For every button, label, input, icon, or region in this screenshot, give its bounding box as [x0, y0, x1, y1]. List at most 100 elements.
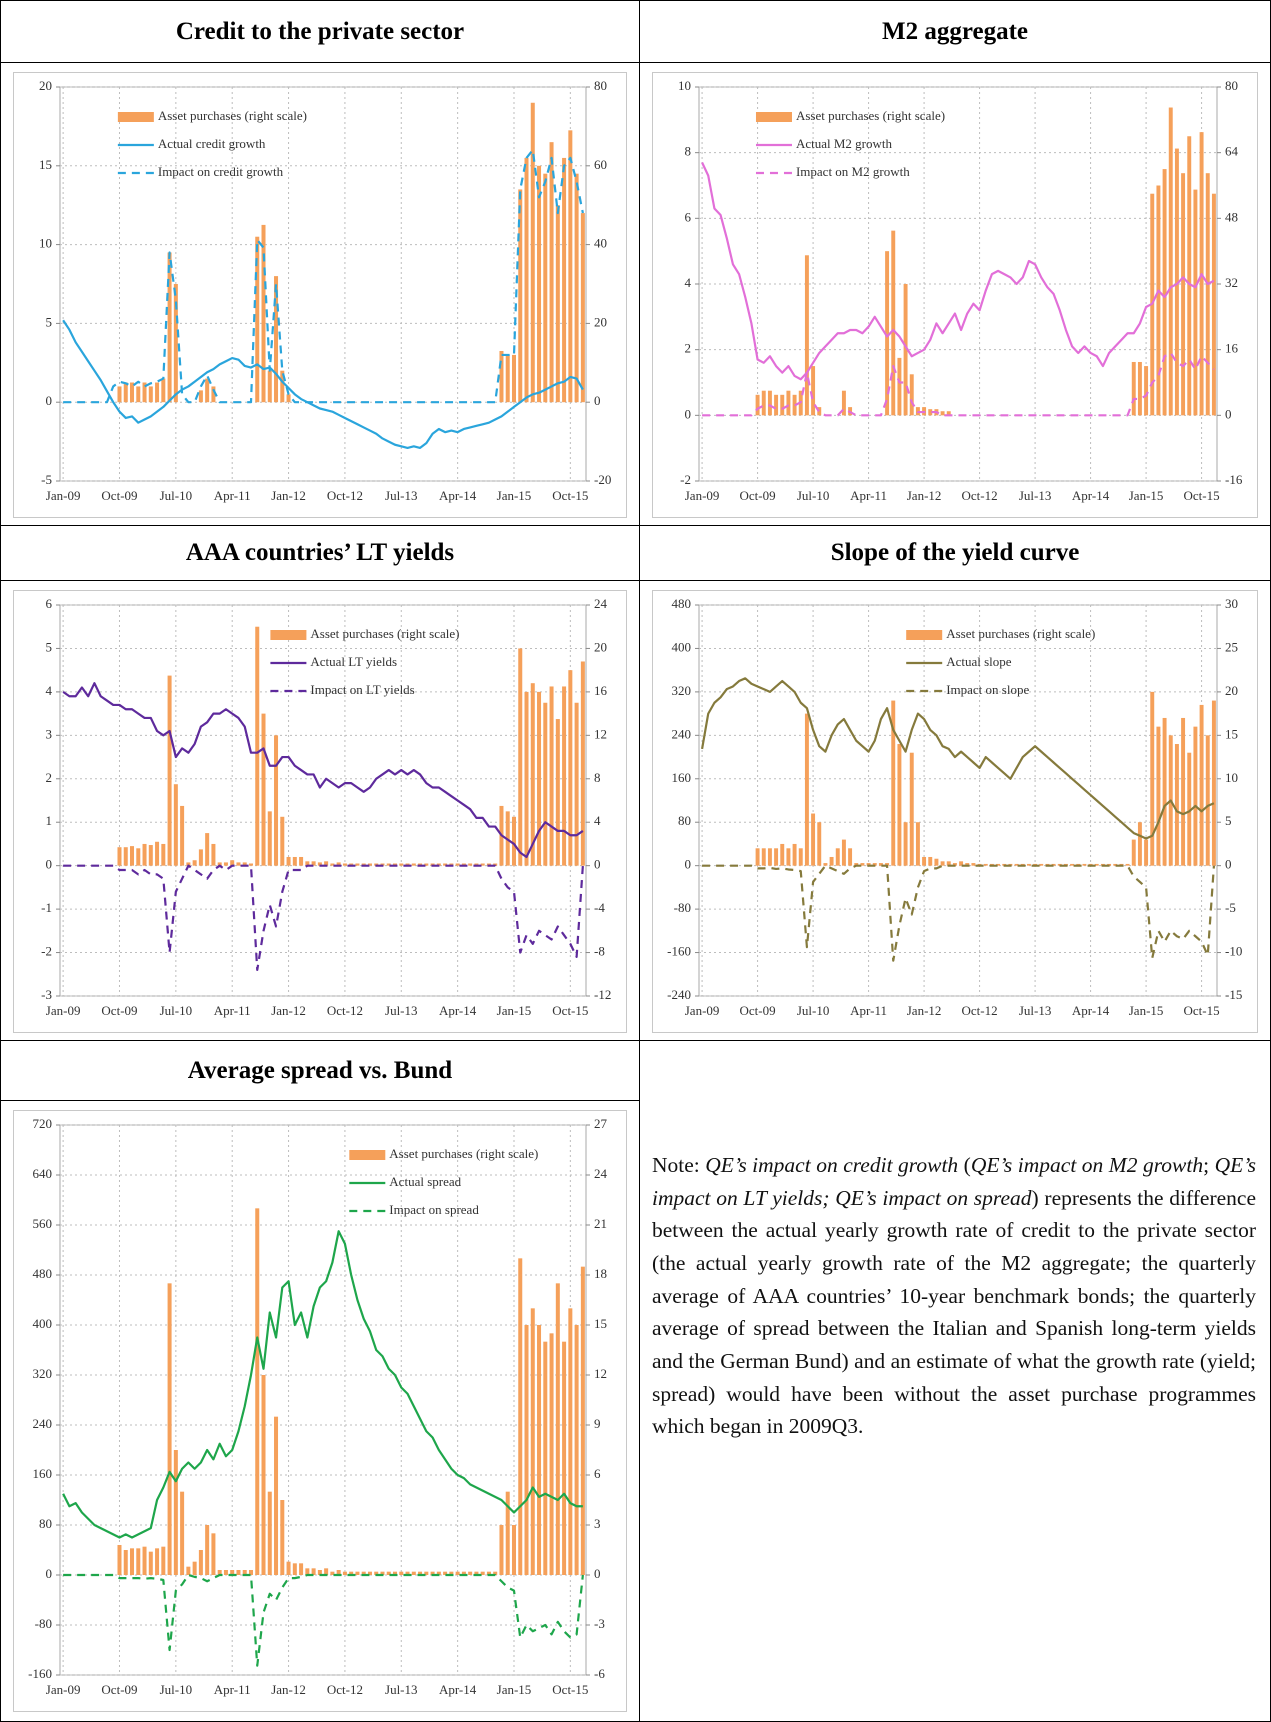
- bar: [1193, 189, 1198, 416]
- bar: [236, 1570, 241, 1575]
- note-text: Note:: [652, 1153, 706, 1177]
- bar: [361, 1571, 366, 1575]
- y-tick-label: 80: [39, 1516, 52, 1531]
- bar: [767, 390, 772, 416]
- bar: [167, 1283, 172, 1575]
- bar: [155, 841, 160, 866]
- bar: [205, 1525, 210, 1575]
- bar: [367, 863, 372, 866]
- x-tick-label: Jul-10: [160, 1682, 193, 1697]
- bar: [555, 1283, 560, 1575]
- note: Note: QE’s impact on credit growth (QE’s…: [640, 1041, 1270, 1443]
- y2-tick-label: -6: [594, 1666, 605, 1681]
- x-tick-label: Jan-09: [46, 488, 81, 503]
- y2-tick-label: 0: [594, 857, 601, 872]
- y2-tick-label: -4: [594, 900, 605, 915]
- y-tick-label: 6: [685, 209, 692, 224]
- y2-tick-label: 3: [594, 1516, 601, 1531]
- y-tick-label: -240: [667, 987, 691, 1002]
- y-tick-label: 640: [33, 1166, 53, 1181]
- bar: [292, 856, 297, 866]
- bar: [959, 861, 964, 866]
- y2-tick-label: 8: [594, 770, 601, 785]
- bar: [430, 1571, 435, 1575]
- bar: [537, 165, 542, 403]
- bar: [186, 862, 191, 866]
- bar: [829, 856, 834, 866]
- chart-cell: -240 -160 -80 0 80 160 240 320 400 480 -15 -10 -5 0 5 1…: [639, 580, 1271, 1041]
- bar: [274, 735, 279, 866]
- bar: [1137, 822, 1142, 866]
- bar: [798, 848, 803, 866]
- bar: [1181, 717, 1186, 866]
- bar: [1026, 863, 1031, 866]
- bar: [530, 102, 535, 403]
- y2-tick-label: -3: [594, 1616, 605, 1631]
- bar: [248, 1570, 253, 1575]
- bar: [774, 394, 779, 416]
- x-tick-label: Oct-09: [740, 1003, 776, 1018]
- note-text: ;: [1203, 1153, 1215, 1177]
- bar: [823, 863, 828, 866]
- bar: [324, 1568, 329, 1575]
- bar: [817, 822, 822, 866]
- bar: [142, 843, 147, 866]
- bar: [811, 813, 816, 866]
- bar: [130, 1548, 135, 1575]
- y2-tick-label: 16: [594, 683, 608, 698]
- bar: [885, 251, 890, 416]
- bar: [555, 205, 560, 403]
- bar: [261, 713, 266, 866]
- y2-tick-label: 40: [594, 236, 607, 251]
- x-tick-label: Jan-09: [46, 1003, 81, 1018]
- bar: [286, 394, 291, 403]
- bar: [255, 626, 260, 866]
- x-tick-label: Jul-10: [797, 1003, 830, 1018]
- legend-swatch: [906, 630, 943, 640]
- y2-tick-label: 15: [594, 1316, 607, 1331]
- bar: [792, 843, 797, 866]
- y-tick-label: 10: [39, 236, 52, 251]
- bar: [1211, 193, 1216, 416]
- bar: [274, 1416, 279, 1575]
- bar: [142, 1546, 147, 1575]
- y-tick-label: 15: [39, 157, 52, 172]
- bar: [211, 843, 216, 866]
- bar: [248, 863, 253, 866]
- line-series: [702, 351, 1215, 417]
- bar: [804, 255, 809, 416]
- y-tick-label: 6: [46, 596, 53, 611]
- bar: [173, 284, 178, 403]
- bar: [1174, 148, 1179, 416]
- bar: [380, 1571, 385, 1575]
- bar: [574, 702, 579, 866]
- bar: [280, 370, 285, 403]
- x-tick-label: Jan-12: [907, 1003, 942, 1018]
- bar: [811, 366, 816, 416]
- bar: [1174, 744, 1179, 866]
- bar: [1168, 107, 1173, 416]
- panel-title: M2 aggregate: [639, 0, 1271, 63]
- bar: [562, 686, 567, 866]
- bar: [461, 1571, 466, 1575]
- y-tick-label: 560: [33, 1216, 53, 1231]
- bar: [574, 1325, 579, 1575]
- y-tick-label: 3: [46, 726, 53, 741]
- legend-label: Impact on LT yields: [310, 682, 414, 697]
- bar: [891, 230, 896, 416]
- bar: [374, 1571, 379, 1575]
- bar: [117, 1545, 122, 1575]
- bar: [1144, 839, 1149, 866]
- bar: [136, 1548, 141, 1575]
- x-tick-label: Oct-09: [101, 1003, 137, 1018]
- bar: [841, 390, 846, 416]
- bar: [511, 354, 516, 403]
- note-text: QE’s impact on credit growth: [705, 1153, 959, 1177]
- bar: [1156, 185, 1161, 416]
- y-tick-label: 4: [685, 275, 692, 290]
- line-series: [702, 864, 1216, 962]
- x-tick-label: Apr-14: [439, 488, 477, 503]
- bar: [148, 1551, 153, 1575]
- bar: [1131, 361, 1136, 416]
- bar: [1211, 700, 1216, 866]
